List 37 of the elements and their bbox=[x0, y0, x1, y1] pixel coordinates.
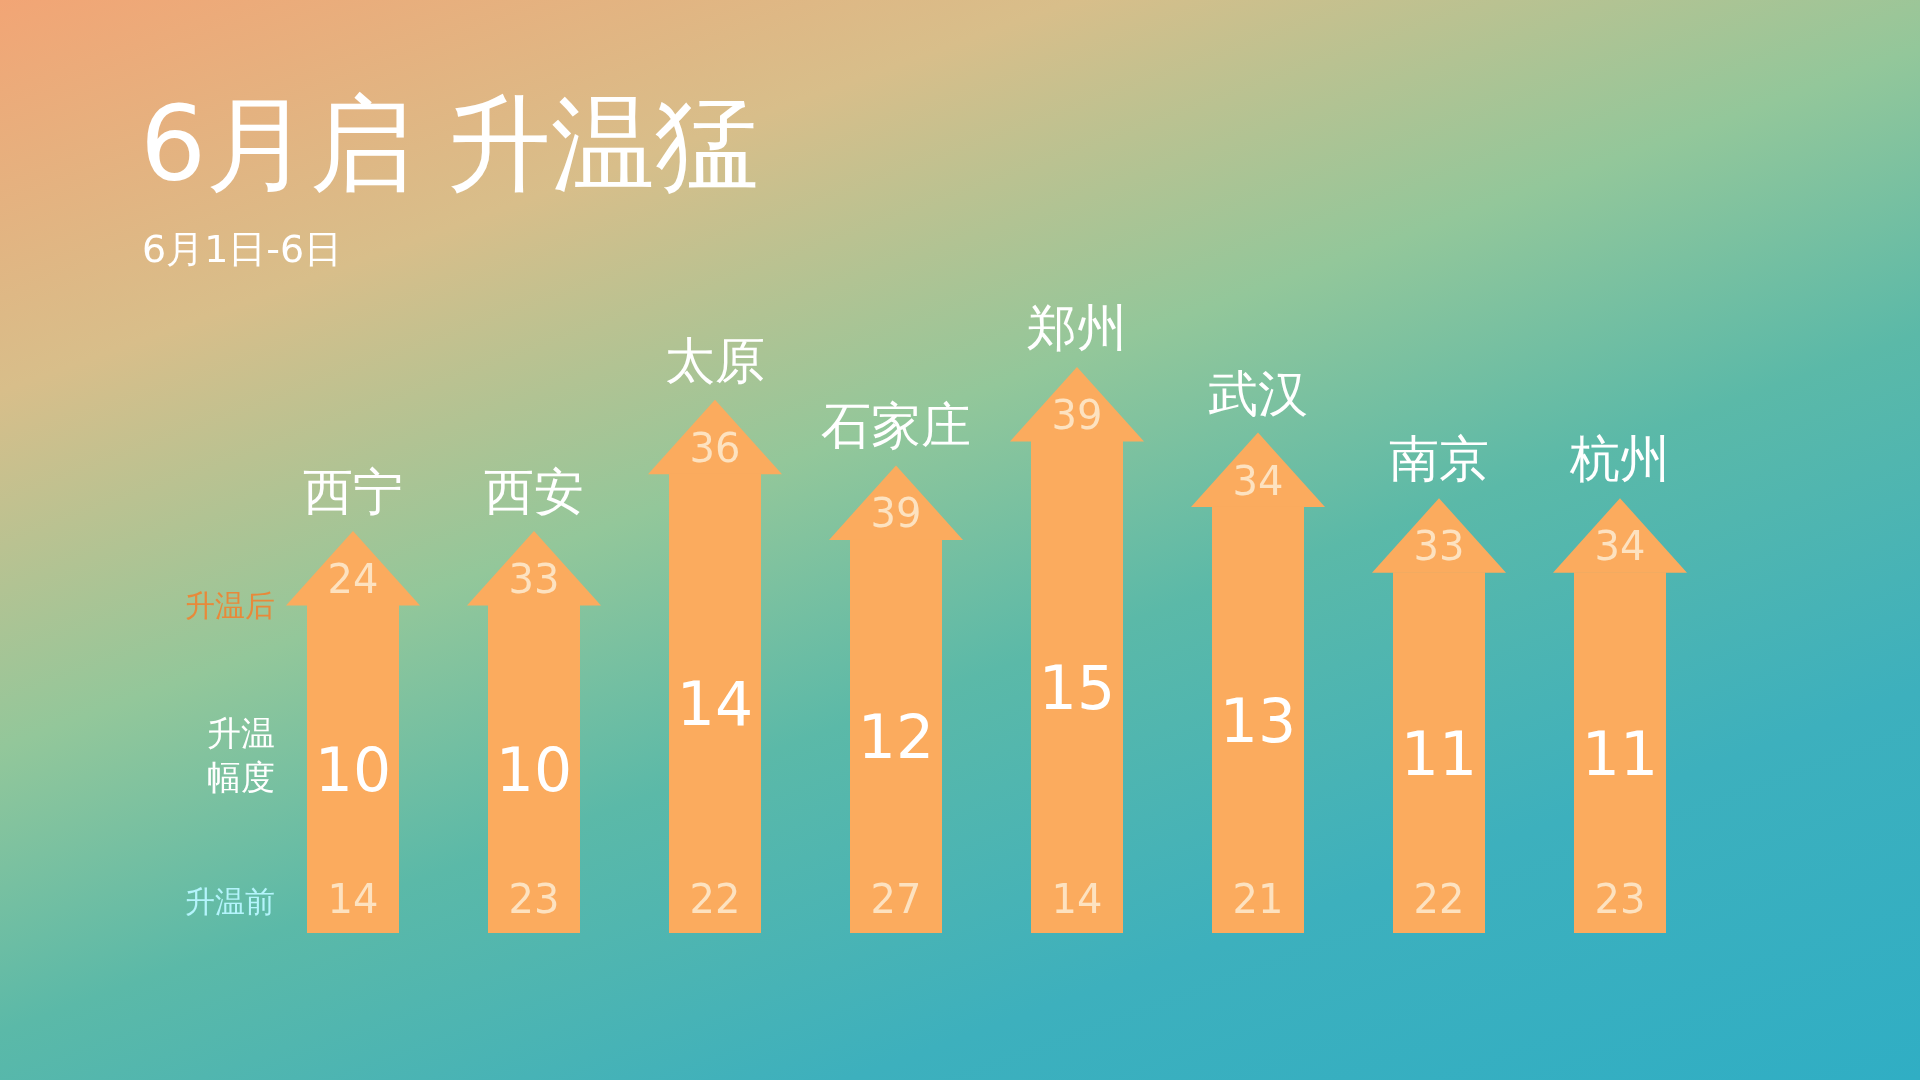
data-label: 10 bbox=[314, 735, 392, 805]
annotation: 34 bbox=[1594, 523, 1646, 570]
x-tick-label: 杭州 bbox=[1569, 430, 1670, 489]
annotation: 23 bbox=[1594, 876, 1646, 922]
annotation: 36 bbox=[689, 424, 741, 471]
annotation: 27 bbox=[870, 876, 922, 922]
data-label: 15 bbox=[1038, 653, 1116, 723]
data-label: 12 bbox=[857, 702, 935, 773]
data-label: 11 bbox=[1581, 718, 1659, 789]
chart-title: 6月启 升温猛 bbox=[140, 83, 760, 205]
x-tick-label: 石家庄 bbox=[821, 397, 971, 456]
annotation: 14 bbox=[1051, 876, 1103, 922]
x-tick-label: 南京 bbox=[1389, 430, 1489, 489]
annotation: 24 bbox=[327, 556, 379, 602]
annotation: 升温后 bbox=[185, 588, 275, 623]
x-tick-label: 太原 bbox=[665, 331, 765, 390]
x-tick-label: 西宁 bbox=[303, 463, 403, 521]
annotation: 33 bbox=[508, 556, 560, 602]
annotation: 39 bbox=[870, 490, 922, 537]
annotation: 升温前 bbox=[185, 884, 275, 919]
data-label: 10 bbox=[495, 735, 573, 805]
annotation: 34 bbox=[1232, 457, 1284, 504]
annotation: 33 bbox=[1413, 523, 1465, 570]
annotation: 22 bbox=[689, 876, 741, 922]
data-label: 11 bbox=[1400, 718, 1478, 789]
x-tick-label: 西安 bbox=[484, 463, 584, 521]
annotation: 22 bbox=[1413, 876, 1465, 922]
text: 39 bbox=[1051, 392, 1103, 438]
x-tick-label: 武汉 bbox=[1208, 364, 1308, 423]
annotation: 23 bbox=[508, 876, 560, 922]
annotation: 14 bbox=[327, 876, 379, 922]
annotation: 21 bbox=[1232, 876, 1284, 922]
data-label: 14 bbox=[676, 669, 754, 740]
x-tick-label: 郑州 bbox=[1027, 299, 1127, 357]
series-label: 升温幅度 bbox=[207, 713, 275, 797]
chart-subtitle: 6月1日-6日 bbox=[142, 227, 343, 271]
data-label: 13 bbox=[1219, 685, 1297, 756]
